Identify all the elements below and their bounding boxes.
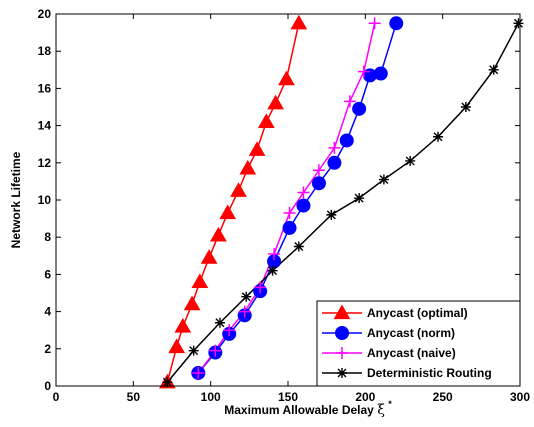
x-tick-label: 250 [433, 390, 453, 404]
data-point-2-6 [283, 207, 296, 220]
data-point-2-8 [312, 164, 325, 177]
data-point-3-3 [241, 291, 252, 302]
legend-entry-1: Anycast (norm) [322, 326, 455, 340]
data-point-1-11 [352, 101, 367, 116]
data-point-3-10 [433, 131, 444, 142]
y-axis-title: Network Lifetime [9, 151, 23, 248]
data-point-2-7 [297, 186, 310, 199]
x-axis-title-symbol: ξ [377, 402, 385, 418]
data-point-0-4 [191, 273, 209, 288]
legend-entry-3: Deterministic Routing [322, 366, 492, 380]
data-point-0-6 [210, 226, 227, 242]
data-point-3-13 [513, 18, 524, 29]
y-tick-label: 16 [38, 81, 52, 95]
data-point-0-1 [168, 338, 186, 354]
data-point-1-13 [373, 66, 388, 81]
x-tick-labels: 0 50 100 150 200 250 300 [53, 390, 531, 404]
legend-marker [336, 347, 348, 359]
data-point-1-10 [339, 133, 354, 148]
data-point-3-2 [214, 317, 225, 328]
data-point-3-4 [267, 265, 278, 276]
data-point-2-3 [238, 305, 251, 318]
data-point-0-10 [248, 141, 266, 156]
x-tick-label: 0 [53, 390, 60, 404]
legend-entry-2: Anycast (naive) [322, 346, 456, 360]
data-point-0-2 [174, 317, 192, 333]
data-point-2-5 [268, 247, 281, 260]
data-point-2-1 [209, 344, 222, 357]
data-point-0-13 [278, 70, 295, 86]
data-point-1-9 [327, 155, 342, 170]
x-tick-label: 300 [510, 390, 530, 404]
data-point-3-6 [326, 209, 337, 220]
legend-label: Anycast (norm) [367, 326, 455, 340]
data-point-2-11 [357, 65, 370, 78]
data-point-3-11 [460, 102, 471, 112]
data-point-1-7 [296, 198, 311, 213]
data-point-3-7 [354, 193, 365, 204]
y-tick-label: 8 [44, 230, 51, 244]
legend-marker [333, 304, 351, 320]
data-point-2-4 [254, 281, 267, 294]
data-point-2-10 [343, 95, 356, 108]
y-tick-label: 18 [38, 44, 52, 58]
data-point-0-8 [230, 182, 247, 197]
y-tick-labels: 0 2 4 6 8 10 12 14 16 18 20 [38, 7, 52, 393]
data-point-0-5 [200, 249, 218, 264]
data-point-3-1 [188, 345, 199, 356]
data-point-0-7 [219, 204, 237, 220]
data-point-3-0 [162, 377, 173, 388]
series-line-3 [166, 22, 520, 383]
legend-label: Anycast (optimal) [367, 306, 468, 320]
data-point-1-8 [311, 176, 326, 191]
data-point-0-9 [239, 159, 257, 175]
x-tick-label: 150 [278, 390, 298, 404]
y-tick-label: 0 [44, 379, 51, 393]
data-point-2-9 [328, 141, 341, 154]
x-axis-title: Maximum Allowable Delay ξ * [224, 399, 392, 418]
data-point-3-9 [405, 155, 416, 166]
y-tick-label: 14 [38, 119, 52, 133]
legend-marker [337, 368, 347, 378]
y-tick-label: 12 [38, 156, 52, 170]
x-axis-title-superscript: * [388, 399, 392, 409]
legend-label: Deterministic Routing [367, 366, 492, 380]
y-tick-label: 6 [44, 267, 51, 281]
data-point-0-11 [257, 113, 275, 129]
series-markers [158, 14, 524, 389]
data-point-0-14 [290, 14, 308, 30]
legend-marker [335, 326, 349, 340]
legend: Anycast (optimal) Anycast (norm) Anycast (… [316, 300, 521, 387]
data-point-2-2 [223, 324, 236, 337]
x-tick-label: 200 [355, 390, 375, 404]
legend-box [316, 300, 521, 387]
legend-entry-0: Anycast (optimal) [322, 304, 468, 320]
data-point-0-3 [183, 295, 201, 311]
x-tick-label: 50 [127, 390, 141, 404]
data-point-3-8 [378, 174, 389, 185]
y-tick-label: 10 [38, 193, 52, 207]
data-point-1-14 [389, 16, 404, 31]
data-point-1-6 [282, 220, 297, 235]
data-point-0-12 [267, 94, 284, 110]
y-tick-label: 4 [44, 305, 51, 319]
x-axis-title-text: Maximum Allowable Delay [224, 403, 374, 417]
data-point-2-12 [368, 17, 381, 30]
data-point-3-5 [293, 241, 304, 252]
legend-label: Anycast (naive) [367, 346, 456, 360]
y-tick-label: 2 [44, 342, 51, 356]
data-point-3-12 [488, 64, 499, 75]
data-point-2-0 [192, 366, 205, 379]
x-tick-label: 100 [201, 390, 221, 404]
y-tick-label: 20 [38, 7, 52, 21]
